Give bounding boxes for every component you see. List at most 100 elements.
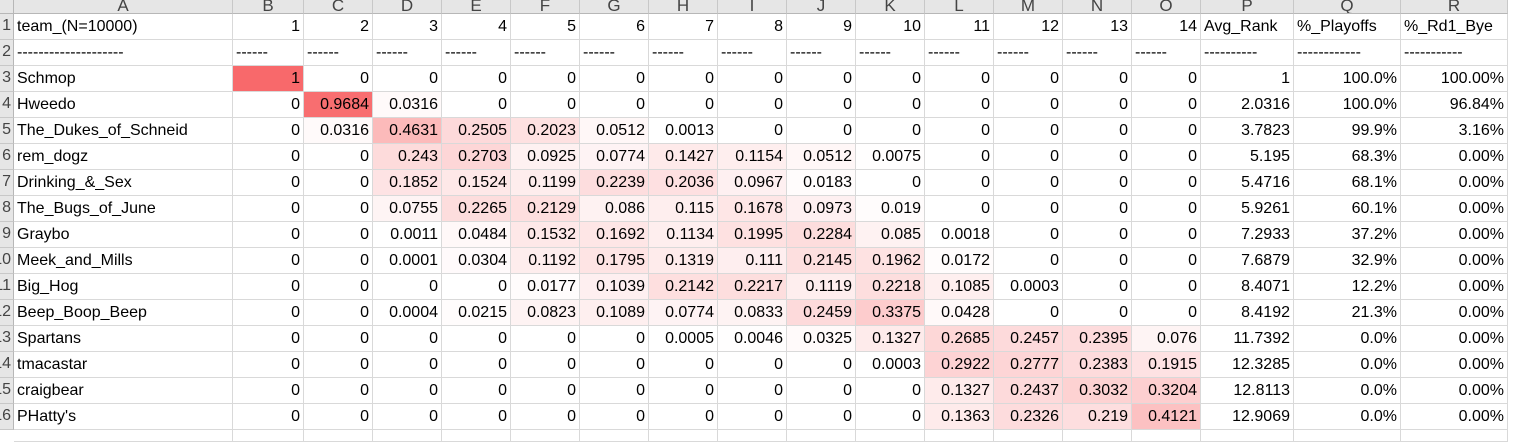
probability-cell[interactable]: 0.2326 bbox=[994, 404, 1063, 430]
probability-cell[interactable]: 0.4631 bbox=[373, 118, 442, 144]
probability-cell[interactable]: 0 bbox=[1132, 248, 1201, 274]
header-cell[interactable]: 12 bbox=[994, 14, 1063, 40]
probability-cell[interactable]: 0.0325 bbox=[787, 326, 856, 352]
pct-playoffs-cell[interactable]: 21.3% bbox=[1294, 300, 1401, 326]
probability-cell[interactable]: 0 bbox=[442, 378, 511, 404]
avg-rank-cell[interactable]: 12.9069 bbox=[1201, 404, 1294, 430]
column-header-j[interactable]: J bbox=[787, 0, 856, 14]
probability-cell[interactable]: 0.0967 bbox=[718, 170, 787, 196]
probability-cell[interactable]: 0.2265 bbox=[442, 196, 511, 222]
probability-cell[interactable]: 0.2505 bbox=[442, 118, 511, 144]
probability-cell[interactable]: 0 bbox=[1063, 118, 1132, 144]
probability-cell[interactable]: 0 bbox=[373, 404, 442, 430]
separator-cell[interactable]: ---------- bbox=[1201, 40, 1294, 66]
probability-cell[interactable]: 0 bbox=[233, 300, 304, 326]
separator-cell[interactable]: ------ bbox=[787, 40, 856, 66]
probability-cell[interactable]: 0.0013 bbox=[649, 118, 718, 144]
avg-rank-cell[interactable]: 7.2933 bbox=[1201, 222, 1294, 248]
probability-cell[interactable]: 0.0003 bbox=[856, 352, 925, 378]
probability-cell[interactable]: 0 bbox=[1063, 170, 1132, 196]
probability-cell[interactable]: 0 bbox=[787, 352, 856, 378]
row-header-12[interactable]: 12 bbox=[0, 300, 14, 326]
probability-cell[interactable]: 0 bbox=[511, 352, 580, 378]
probability-cell[interactable]: 0 bbox=[925, 170, 994, 196]
header-cell[interactable]: %_Rd1_Bye bbox=[1401, 14, 1508, 40]
row-header-9[interactable]: 9 bbox=[0, 222, 14, 248]
probability-cell[interactable]: 0 bbox=[580, 66, 649, 92]
probability-cell[interactable]: 0.2437 bbox=[994, 378, 1063, 404]
probability-cell[interactable]: 0.0005 bbox=[649, 326, 718, 352]
probability-cell[interactable]: 0 bbox=[233, 196, 304, 222]
separator-cell[interactable]: -------------------- bbox=[14, 40, 233, 66]
probability-cell[interactable]: 0 bbox=[1063, 144, 1132, 170]
probability-cell[interactable]: 0.0316 bbox=[304, 118, 373, 144]
probability-cell[interactable]: 0 bbox=[304, 170, 373, 196]
probability-cell[interactable]: 0 bbox=[787, 404, 856, 430]
probability-cell[interactable]: 0 bbox=[925, 144, 994, 170]
probability-cell[interactable]: 0 bbox=[787, 92, 856, 118]
probability-cell[interactable]: 0.2685 bbox=[925, 326, 994, 352]
empty-cell[interactable] bbox=[718, 430, 787, 442]
probability-cell[interactable]: 0 bbox=[649, 378, 718, 404]
probability-cell[interactable]: 0 bbox=[1132, 144, 1201, 170]
probability-cell[interactable]: 0 bbox=[856, 404, 925, 430]
probability-cell[interactable]: 0 bbox=[580, 92, 649, 118]
separator-cell[interactable]: ------ bbox=[511, 40, 580, 66]
probability-cell[interactable]: 0 bbox=[233, 248, 304, 274]
avg-rank-cell[interactable]: 12.3285 bbox=[1201, 352, 1294, 378]
row-header-16[interactable]: 16 bbox=[0, 404, 14, 430]
empty-cell[interactable] bbox=[649, 430, 718, 442]
empty-cell[interactable] bbox=[994, 430, 1063, 442]
probability-cell[interactable]: 0 bbox=[233, 274, 304, 300]
pct-rd1-bye-cell[interactable]: 0.00% bbox=[1401, 248, 1508, 274]
probability-cell[interactable]: 0 bbox=[649, 92, 718, 118]
column-header-e[interactable]: E bbox=[442, 0, 511, 14]
header-cell[interactable]: 2 bbox=[304, 14, 373, 40]
avg-rank-cell[interactable]: 2.0316 bbox=[1201, 92, 1294, 118]
probability-cell[interactable]: 0 bbox=[580, 326, 649, 352]
pct-playoffs-cell[interactable]: 0.0% bbox=[1294, 378, 1401, 404]
pct-rd1-bye-cell[interactable]: 0.00% bbox=[1401, 222, 1508, 248]
pct-playoffs-cell[interactable]: 100.0% bbox=[1294, 66, 1401, 92]
team-name-cell[interactable]: Spartans bbox=[14, 326, 233, 352]
probability-cell[interactable]: 0.9684 bbox=[304, 92, 373, 118]
probability-cell[interactable]: 0 bbox=[233, 378, 304, 404]
pct-rd1-bye-cell[interactable]: 3.16% bbox=[1401, 118, 1508, 144]
probability-cell[interactable]: 0.0004 bbox=[373, 300, 442, 326]
probability-cell[interactable]: 0.0925 bbox=[511, 144, 580, 170]
probability-cell[interactable]: 0 bbox=[580, 404, 649, 430]
empty-cell[interactable] bbox=[925, 430, 994, 442]
probability-cell[interactable]: 0 bbox=[1063, 66, 1132, 92]
probability-cell[interactable]: 0 bbox=[233, 144, 304, 170]
header-cell[interactable]: 7 bbox=[649, 14, 718, 40]
probability-cell[interactable]: 0.1327 bbox=[856, 326, 925, 352]
probability-cell[interactable]: 0 bbox=[1132, 222, 1201, 248]
avg-rank-cell[interactable]: 5.9261 bbox=[1201, 196, 1294, 222]
probability-cell[interactable]: 0 bbox=[304, 300, 373, 326]
probability-cell[interactable]: 0.0755 bbox=[373, 196, 442, 222]
probability-cell[interactable]: 0.2023 bbox=[511, 118, 580, 144]
probability-cell[interactable]: 0.076 bbox=[1132, 326, 1201, 352]
empty-cell[interactable] bbox=[511, 430, 580, 442]
probability-cell[interactable]: 0.0304 bbox=[442, 248, 511, 274]
column-header-d[interactable]: D bbox=[373, 0, 442, 14]
probability-cell[interactable]: 0.1995 bbox=[718, 222, 787, 248]
team-name-cell[interactable]: Schmop bbox=[14, 66, 233, 92]
probability-cell[interactable]: 0 bbox=[718, 352, 787, 378]
pct-playoffs-cell[interactable]: 12.2% bbox=[1294, 274, 1401, 300]
probability-cell[interactable]: 0.1327 bbox=[925, 378, 994, 404]
pct-rd1-bye-cell[interactable]: 0.00% bbox=[1401, 170, 1508, 196]
probability-cell[interactable]: 0 bbox=[233, 170, 304, 196]
probability-cell[interactable]: 0.1532 bbox=[511, 222, 580, 248]
pct-playoffs-cell[interactable]: 68.1% bbox=[1294, 170, 1401, 196]
probability-cell[interactable]: 0.1199 bbox=[511, 170, 580, 196]
probability-cell[interactable]: 0.3375 bbox=[856, 300, 925, 326]
probability-cell[interactable]: 0 bbox=[856, 92, 925, 118]
empty-cell[interactable] bbox=[1063, 430, 1132, 442]
header-cell[interactable]: 1 bbox=[233, 14, 304, 40]
column-header-h[interactable]: H bbox=[649, 0, 718, 14]
column-header-c[interactable]: C bbox=[304, 0, 373, 14]
probability-cell[interactable]: 0.0011 bbox=[373, 222, 442, 248]
separator-cell[interactable]: ------ bbox=[1132, 40, 1201, 66]
empty-cell[interactable] bbox=[14, 430, 233, 442]
